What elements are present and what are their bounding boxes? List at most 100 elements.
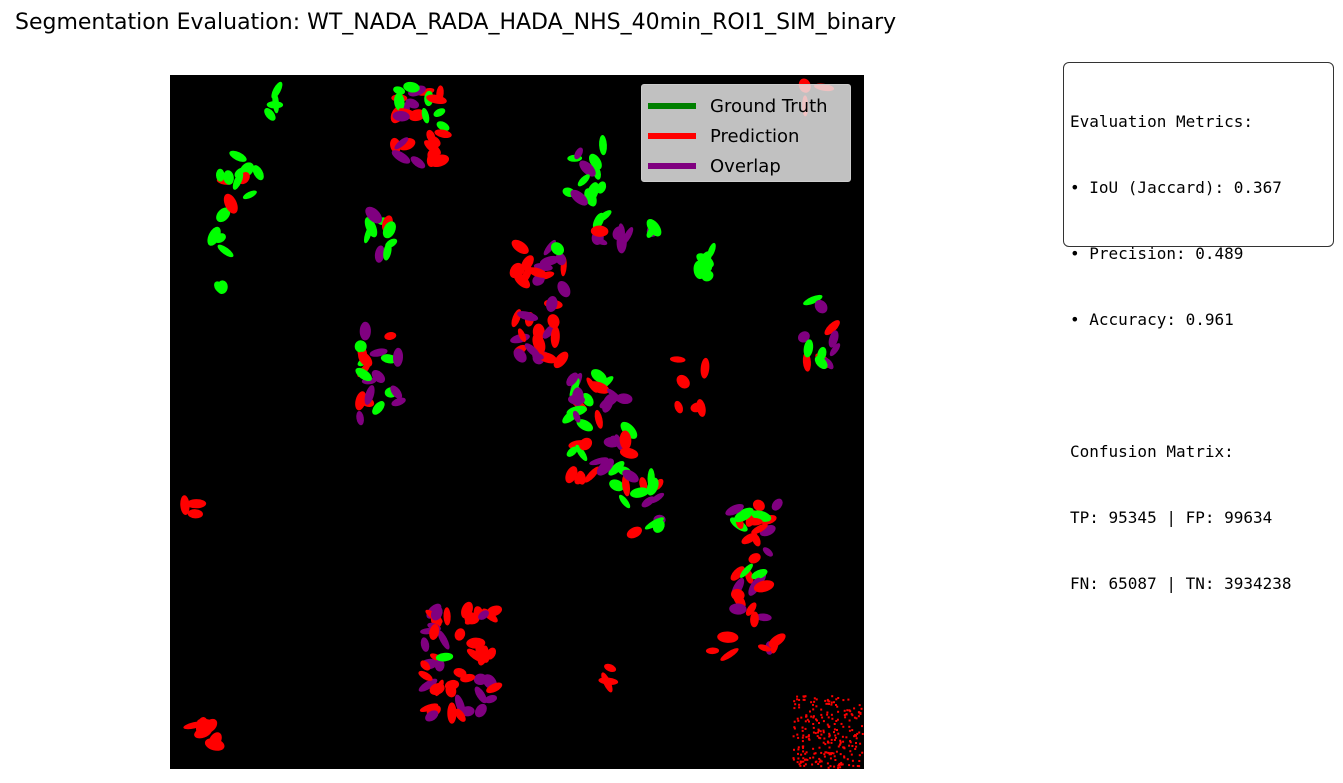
- metrics-header: Evaluation Metrics:: [1070, 112, 1254, 131]
- speckle-dot: [851, 729, 854, 732]
- speckle-dot: [802, 760, 805, 763]
- speckle-dot: [836, 729, 838, 731]
- segmentation-blob: [626, 526, 642, 539]
- speckle-dot: [807, 737, 810, 740]
- speckle-dot: [845, 713, 848, 716]
- speckle-dot: [820, 751, 823, 754]
- speckle-dot: [827, 751, 830, 754]
- speckle-dot: [830, 703, 833, 706]
- speckle-dot: [837, 745, 840, 748]
- speckle-dot: [808, 734, 810, 737]
- speckle-dot: [836, 718, 839, 721]
- speckle-dot: [807, 735, 810, 738]
- speckle-dot: [858, 754, 861, 757]
- segmentation-blob: [577, 174, 590, 187]
- segmentation-blob: [576, 419, 594, 432]
- speckle-dot: [828, 746, 831, 749]
- metric-iou: • IoU (Jaccard): 0.367: [1070, 178, 1282, 197]
- segmentation-blob: [252, 165, 264, 181]
- segmentation-blob: [216, 207, 231, 223]
- segmentation-blob: [589, 457, 609, 466]
- speckle-dot: [812, 716, 815, 719]
- speckle-dot: [840, 763, 843, 766]
- segmentation-blob: [751, 533, 761, 547]
- segmentation-blob: [598, 677, 619, 685]
- confusion-matrix-header: Confusion Matrix:: [1070, 442, 1234, 461]
- segmentation-blob: [484, 694, 498, 704]
- speckle-dot: [800, 753, 803, 756]
- segmentation-blob: [418, 670, 433, 681]
- speckle-dot: [818, 722, 820, 724]
- speckle-dot: [840, 722, 843, 725]
- segmentation-blob: [596, 181, 607, 194]
- segmentation-blob: [599, 135, 607, 156]
- segmentation-blob: [646, 226, 656, 238]
- speckle-dot: [831, 717, 834, 720]
- segmentation-blob: [762, 547, 773, 557]
- segmentation-blob: [588, 153, 602, 170]
- speckle-dot: [837, 732, 840, 735]
- speckle-dot: [812, 726, 815, 729]
- speckle-dot: [815, 698, 818, 701]
- speckle-dot: [809, 757, 812, 760]
- segmentation-blob: [364, 385, 375, 405]
- segmentation-blob: [588, 381, 610, 394]
- segmentation-blob: [674, 400, 684, 414]
- speckle-dot: [812, 747, 815, 750]
- speckle-dot: [839, 766, 842, 769]
- speckle-dot: [822, 731, 825, 734]
- segmentation-blob: [511, 239, 529, 255]
- speckle-dot: [853, 716, 856, 719]
- segmentation-blob: [644, 517, 664, 530]
- segmentation-image: [170, 75, 864, 769]
- segmentation-blob: [517, 311, 539, 322]
- speckle-dot: [842, 746, 845, 749]
- speckle-dot: [843, 714, 846, 717]
- segmentation-blob: [701, 270, 714, 282]
- speckle-dot: [861, 751, 864, 754]
- segmentation-blob: [264, 108, 276, 121]
- segmentation-blob: [242, 190, 257, 200]
- speckle-dot: [824, 699, 827, 702]
- segmentation-blob: [797, 331, 810, 343]
- speckle-dot: [853, 707, 856, 710]
- speckle-dot: [796, 698, 799, 701]
- segmentation-blob: [434, 658, 445, 672]
- segmentation-blob: [475, 644, 490, 663]
- speckle-dot: [850, 713, 853, 716]
- speckle-dot: [827, 716, 830, 719]
- segmentation-blob: [725, 503, 744, 516]
- speckle-dot: [796, 761, 799, 764]
- segmentation-blob: [473, 673, 488, 686]
- speckle-dot: [804, 727, 807, 730]
- segmentation-blob: [394, 137, 409, 150]
- speckle-dot: [858, 765, 861, 768]
- segmentation-blob: [745, 602, 757, 616]
- speckle-dot: [854, 734, 857, 737]
- segmentation-blob: [194, 726, 213, 739]
- speckle-dot: [820, 765, 823, 768]
- segmentation-blob: [550, 242, 565, 256]
- segmentation-blob: [581, 392, 594, 407]
- speckle-dot: [817, 731, 819, 734]
- speckle-dot: [846, 709, 849, 712]
- segmentation-blob: [433, 108, 446, 117]
- speckle-dot: [812, 731, 815, 734]
- speckle-dot: [842, 699, 845, 702]
- speckle-dot: [796, 733, 799, 736]
- segmentation-blob: [430, 606, 443, 621]
- segmentation-blob: [454, 708, 466, 722]
- segmentation-blob: [604, 663, 617, 672]
- speckle-dot: [820, 708, 823, 711]
- segmentation-blob: [574, 147, 583, 160]
- speckle-dot: [849, 741, 852, 744]
- segmentation-blob: [454, 628, 466, 641]
- segmentation-blob: [572, 410, 581, 423]
- speckle-dot: [794, 703, 797, 706]
- speckle-dot: [793, 720, 796, 723]
- segmentation-blob: [594, 237, 608, 246]
- speckle-dot: [810, 701, 813, 704]
- legend-label-ground-truth: Ground Truth: [710, 95, 828, 117]
- speckle-dot: [797, 748, 800, 751]
- segmentation-blob: [596, 458, 614, 476]
